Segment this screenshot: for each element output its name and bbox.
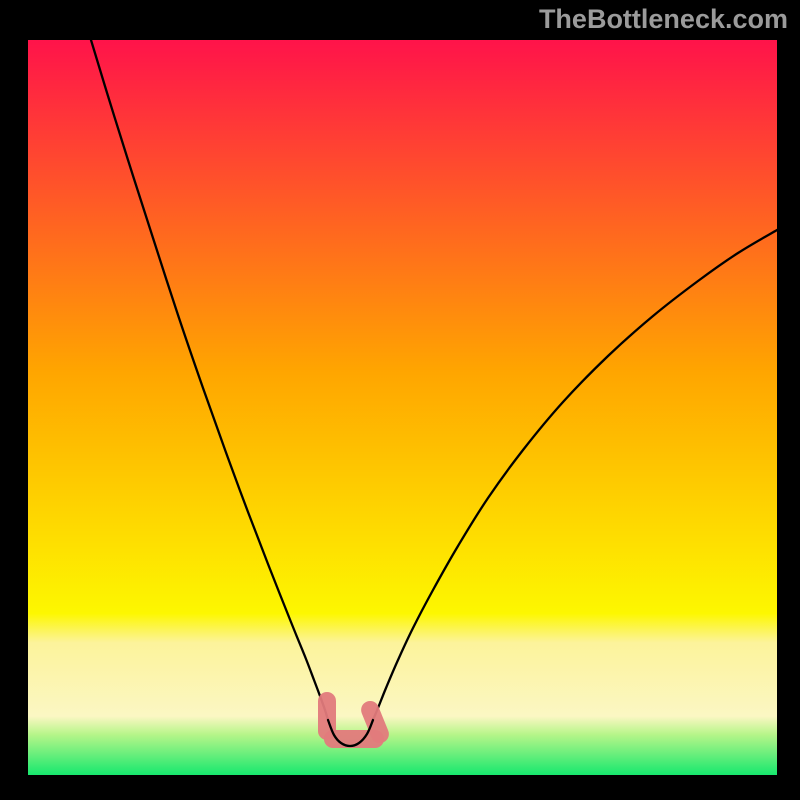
- chart-svg: [28, 40, 777, 775]
- plot-area: [28, 40, 777, 775]
- gradient-background: [28, 40, 777, 775]
- watermark-text: TheBottleneck.com: [539, 4, 788, 35]
